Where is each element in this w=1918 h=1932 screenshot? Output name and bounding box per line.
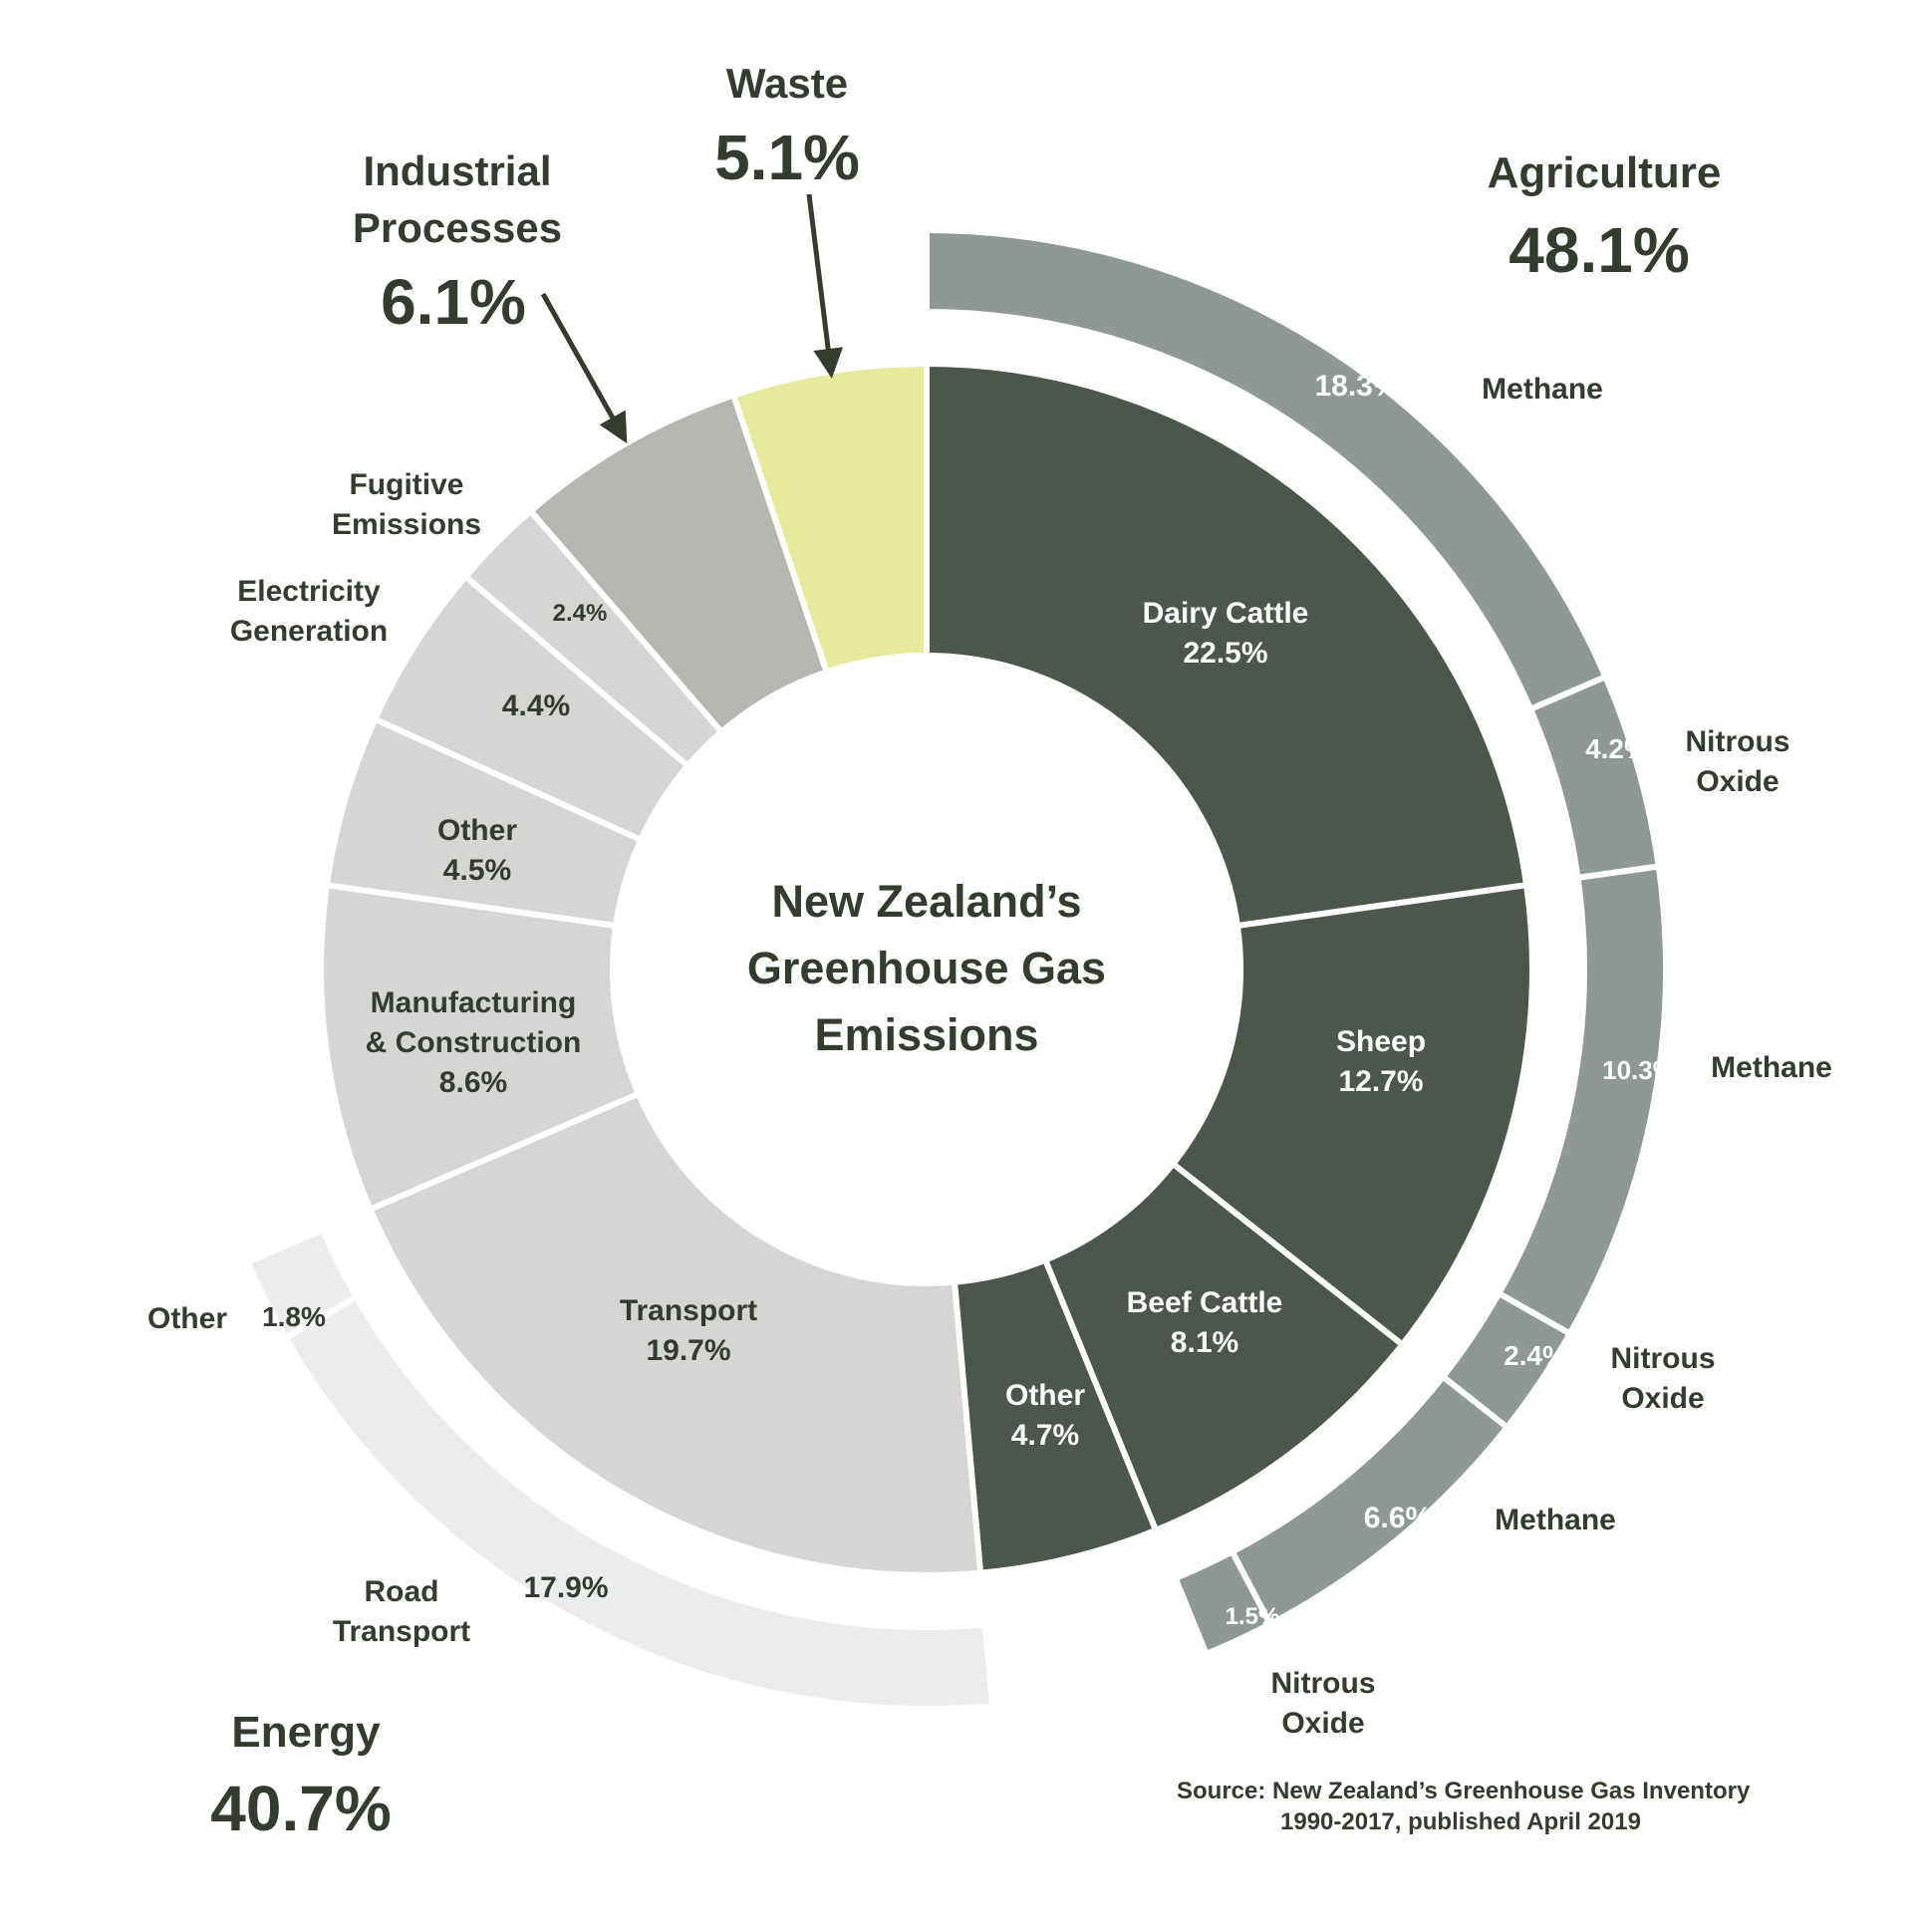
inner-slice-agriculture-dairy-cattle: [924, 360, 1530, 930]
label-transport-value: 19.7%: [646, 1334, 730, 1367]
label-manufacturing-line-2: & Construction: [366, 1026, 582, 1059]
energy-value: 40.7%: [210, 1773, 391, 1844]
value-dairy-methane: 18.3%: [1314, 370, 1399, 403]
value-road-transport: 17.9%: [523, 1571, 608, 1604]
energy-name: Energy: [231, 1708, 381, 1757]
label-electricity-line-2: Generation: [230, 615, 388, 648]
value-sheep-methane: 10.3%: [1602, 1055, 1676, 1085]
value-beef-methane: 6.6%: [1364, 1502, 1432, 1534]
energy-inner-labels: Transport 19.7% Manufacturing & Construc…: [230, 468, 757, 1367]
value-sheep-nitrous: 2.4%: [1504, 1340, 1567, 1371]
value-dairy-nitrous: 4.2%: [1585, 733, 1649, 764]
name-dairy-methane: Methane: [1482, 373, 1603, 406]
source-line-1: Source: New Zealand’s Greenhouse Gas Inv…: [1177, 1778, 1751, 1804]
outer-slice-dairy-cattle-nitrous-oxide: [1526, 673, 1663, 882]
name-dairy-nitrous-line-2: Oxide: [1696, 765, 1779, 798]
label-electricity-line-1: Electricity: [237, 575, 381, 608]
name-road-transport-line-2: Transport: [333, 1615, 470, 1648]
value-transport-other: 1.8%: [262, 1301, 326, 1332]
name-sheep-nitrous-line-1: Nitrous: [1611, 1342, 1716, 1375]
title-line-1: New Zealand’s: [772, 876, 1082, 927]
chart-title: New Zealand’s Greenhouse Gas Emissions: [747, 876, 1106, 1060]
industrial-name-line-2: Processes: [353, 204, 562, 251]
label-manufacturing-line-1: Manufacturing: [371, 986, 577, 1019]
name-sheep-nitrous-line-2: Oxide: [1621, 1382, 1704, 1415]
agriculture-name: Agriculture: [1488, 148, 1722, 197]
inner-slice-energy-transport: [366, 1089, 984, 1578]
agriculture-value: 48.1%: [1508, 214, 1689, 286]
name-beef-nitrous-line-1: Nitrous: [1271, 1667, 1376, 1700]
waste-arrow: [806, 193, 844, 379]
label-electricity-value: 4.4%: [502, 690, 570, 722]
industrial-value: 6.1%: [381, 266, 526, 338]
name-beef-nitrous-line-2: Oxide: [1281, 1707, 1364, 1740]
callout-arrows: [540, 193, 844, 444]
label-energy-other-name: Other: [437, 814, 517, 847]
label-sheep-value: 12.7%: [1338, 1065, 1423, 1098]
industrial-arrow: [540, 292, 628, 444]
outer-slice-beef-cattle-nitrous-oxide: [1171, 1547, 1274, 1658]
industrial-name-line-1: Industrial: [363, 147, 551, 194]
value-beef-nitrous: 1.5%: [1226, 1603, 1280, 1630]
agriculture-inner-labels: Dairy Cattle 22.5% Sheep 12.7% Beef Catt…: [1005, 597, 1426, 1452]
label-agri-other-name: Other: [1005, 1379, 1085, 1412]
waste-value: 5.1%: [714, 122, 860, 193]
name-road-transport-line-1: Road: [365, 1575, 439, 1608]
title-line-3: Emissions: [814, 1009, 1038, 1060]
label-dairy-cattle-value: 22.5%: [1183, 637, 1267, 670]
outer-ring-values: 18.3% 4.2% 10.3% 2.4% 6.6% 1.5% 17.9% 1.…: [262, 370, 1676, 1630]
label-fugitive-line-1: Fugitive: [349, 468, 463, 501]
label-beef-cattle-value: 8.1%: [1171, 1326, 1238, 1359]
inner-slice-agriculture-sheep: [1169, 881, 1535, 1349]
name-transport-other: Other: [147, 1302, 227, 1335]
chart-arcs: [243, 226, 1669, 1712]
source-line-2: 1990-2017, published April 2019: [1280, 1808, 1641, 1835]
sector-headlines: Agriculture 48.1% Waste 5.1% Industrial …: [210, 60, 1721, 1844]
label-energy-other-value: 4.5%: [443, 854, 511, 887]
name-beef-methane: Methane: [1495, 1504, 1616, 1536]
waste-name: Waste: [726, 60, 848, 107]
outer-ring-names: Methane Nitrous Oxide Methane Nitrous Ox…: [147, 373, 1832, 1740]
label-fugitive-line-2: Emissions: [332, 508, 481, 541]
inner-slice-agriculture-beef-cattle: [1041, 1159, 1407, 1534]
name-dairy-nitrous-line-1: Nitrous: [1686, 725, 1790, 758]
title-line-2: Greenhouse Gas: [747, 943, 1106, 993]
name-sheep-methane: Methane: [1711, 1051, 1832, 1084]
label-dairy-cattle-name: Dairy Cattle: [1143, 597, 1309, 630]
label-manufacturing-value: 8.6%: [439, 1066, 507, 1099]
source-note: Source: New Zealand’s Greenhouse Gas Inv…: [1177, 1778, 1751, 1835]
outer-slice-transport-other: [243, 1226, 361, 1342]
label-agri-other-value: 4.7%: [1011, 1419, 1079, 1452]
inner-slice-waste-waste: [729, 360, 930, 677]
label-beef-cattle-name: Beef Cattle: [1127, 1286, 1283, 1319]
inner-slice-energy-manufacturing-and-construction: [318, 881, 643, 1214]
label-fugitive-value: 2.4%: [553, 600, 608, 627]
label-sheep-name: Sheep: [1336, 1025, 1426, 1058]
label-transport-name: Transport: [620, 1294, 757, 1327]
